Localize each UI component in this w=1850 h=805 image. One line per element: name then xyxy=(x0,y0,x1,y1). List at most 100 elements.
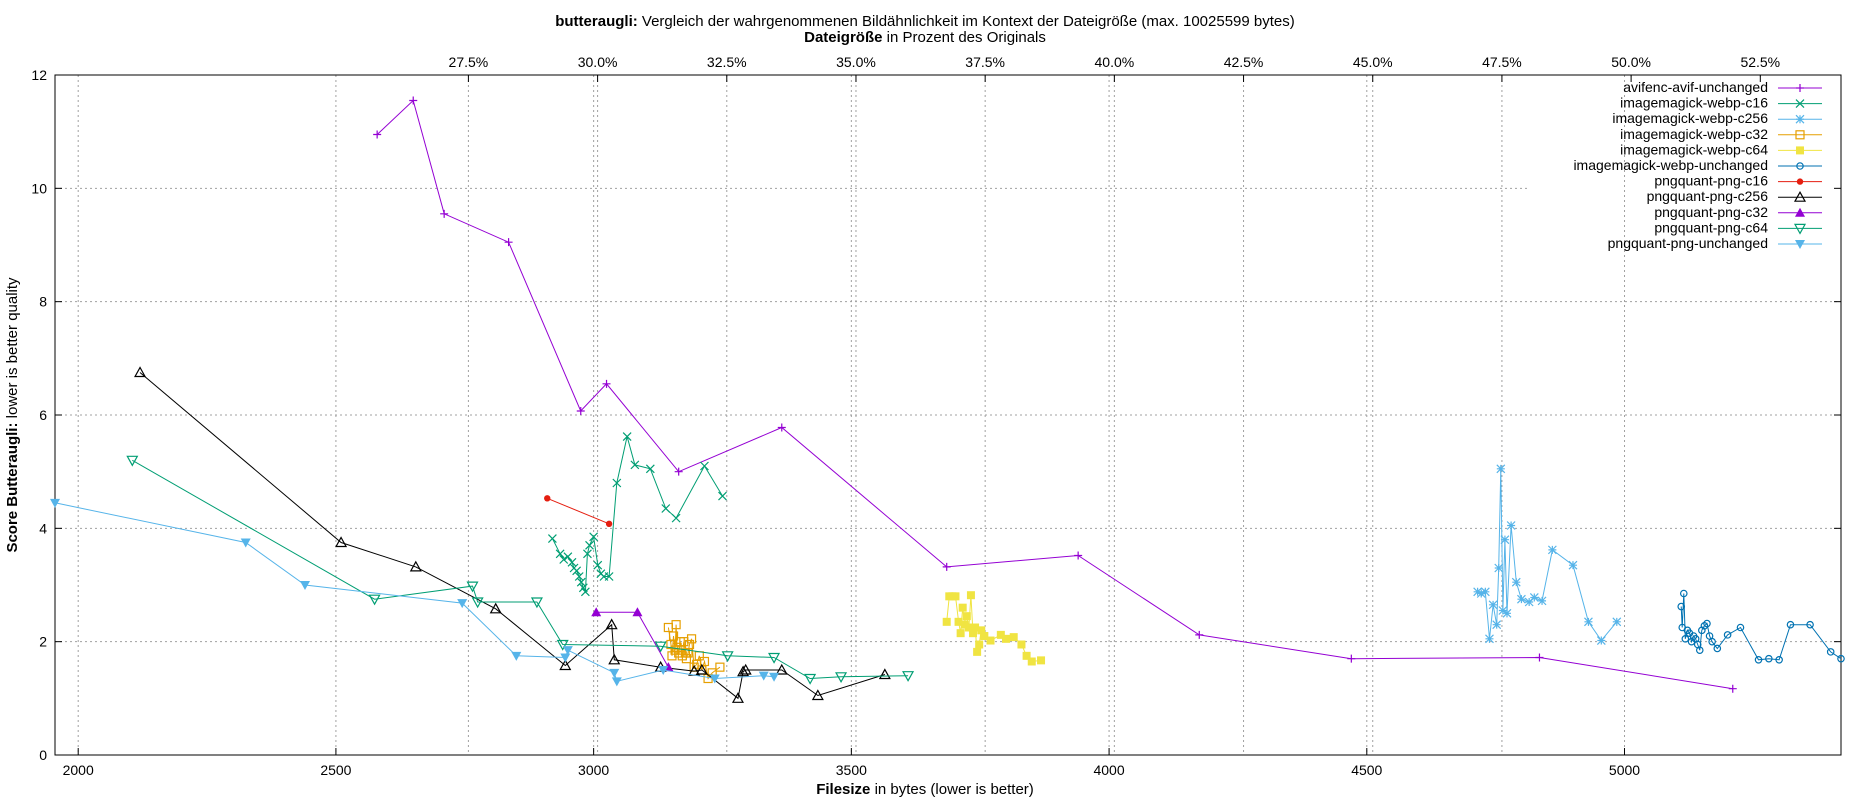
grid-lines xyxy=(55,75,1841,755)
data-point xyxy=(1195,630,1204,639)
legend-entry: imagemagick-webp-c16 xyxy=(1620,95,1822,111)
data-point xyxy=(368,594,381,606)
legend: avifenc-avif-unchangedimagemagick-webp-c… xyxy=(1573,79,1822,251)
x2-tick-label: 45.0% xyxy=(1353,54,1393,70)
series-imagemagick-webp-c64 xyxy=(942,591,1046,666)
data-point xyxy=(605,520,613,527)
x2-axis-label-rest: in Prozent des Originals xyxy=(882,29,1045,46)
data-point xyxy=(580,587,590,597)
data-point xyxy=(1795,114,1805,124)
data-point xyxy=(1492,620,1502,630)
data-point xyxy=(700,461,709,471)
data-point xyxy=(1796,146,1804,155)
data-point xyxy=(608,653,621,665)
data-point xyxy=(555,549,565,559)
series-imagemagick-webp-unchanged xyxy=(1677,589,1845,664)
data-point xyxy=(567,557,577,567)
data-point xyxy=(240,538,251,548)
data-point xyxy=(1612,617,1622,627)
x-tick-label: 3500 xyxy=(836,762,867,778)
data-point xyxy=(299,581,310,590)
legend-label: imagemagick-webp-c32 xyxy=(1620,126,1768,142)
y-axis-label-bold: Score Butteraugli: xyxy=(4,423,21,553)
data-point xyxy=(1723,631,1732,639)
data-point xyxy=(504,238,513,247)
data-point xyxy=(373,130,382,139)
data-point xyxy=(667,651,677,661)
data-point xyxy=(574,572,584,581)
data-point xyxy=(942,617,951,626)
chart-title: butteraugli: Vergleich der wahrgenommene… xyxy=(555,13,1295,30)
series-avifenc-avif-unchanged xyxy=(373,96,1737,693)
data-point xyxy=(1547,545,1557,555)
x2-tick-label: 47.5% xyxy=(1482,54,1522,70)
data-point xyxy=(604,572,614,581)
data-point xyxy=(559,555,569,564)
data-point xyxy=(958,603,967,612)
data-point xyxy=(563,552,573,562)
series-pngquant-png-c16 xyxy=(544,495,613,527)
series-pngquant-png-unchanged xyxy=(50,498,780,687)
data-point xyxy=(611,677,622,687)
data-point xyxy=(134,366,147,378)
data-point xyxy=(572,566,582,576)
data-point xyxy=(1001,634,1010,643)
legend-entry: avifenc-avif-unchanged xyxy=(1623,79,1822,95)
data-point xyxy=(1795,207,1805,217)
data-point xyxy=(986,636,995,645)
data-point xyxy=(739,663,752,675)
series-line xyxy=(54,502,775,682)
data-point xyxy=(1511,577,1521,587)
x2-tick-label: 40.0% xyxy=(1095,54,1135,70)
data-point xyxy=(942,562,951,571)
legend-entry: imagemagick-webp-c64 xyxy=(1620,141,1822,157)
data-point xyxy=(559,659,572,671)
data-point xyxy=(1500,535,1510,545)
x2-tick-label: 32.5% xyxy=(707,54,747,70)
data-point xyxy=(1517,594,1526,604)
legend-label: pngquant-png-unchanged xyxy=(1608,235,1768,251)
series-pngquant-png-c64 xyxy=(126,455,915,685)
data-point xyxy=(1713,644,1722,653)
x2-tick-label: 42.5% xyxy=(1224,54,1264,70)
data-point xyxy=(612,478,622,488)
data-point xyxy=(1806,620,1814,629)
data-point xyxy=(1476,589,1486,598)
data-point xyxy=(715,662,725,672)
x2-axis-label-bold: Dateigröße xyxy=(804,29,882,46)
series-imagemagick-webp-c16 xyxy=(547,432,727,597)
legend-label: pngquant-png-c32 xyxy=(1654,204,1768,220)
data-point xyxy=(1795,130,1805,140)
series-imagemagick-webp-c32 xyxy=(663,620,725,684)
data-point xyxy=(681,654,692,664)
data-point xyxy=(1027,657,1036,666)
data-point xyxy=(1775,655,1783,664)
y-tick-label: 2 xyxy=(39,634,47,650)
data-point xyxy=(1022,651,1031,660)
x2-axis-label: Dateigröße in Prozent des Originals xyxy=(804,29,1046,46)
data-point xyxy=(1596,636,1606,645)
axis-ticks: 0 2 4 6 8 10 12 2000 2500 3000 3500 4000 4500 5000 27.… xyxy=(31,54,1841,778)
data-point xyxy=(440,209,449,218)
data-point xyxy=(630,460,640,470)
data-point xyxy=(956,629,965,638)
legend-entry: imagemagick-webp-c32 xyxy=(1620,126,1822,142)
legend-label: imagemagick-webp-c64 xyxy=(1620,141,1768,157)
data-point xyxy=(902,671,915,682)
x-tick-label: 5000 xyxy=(1609,762,1640,778)
data-point xyxy=(758,671,769,681)
data-point xyxy=(671,513,681,523)
data-point xyxy=(335,536,348,548)
x2-tick-label: 35.0% xyxy=(836,54,876,70)
data-point xyxy=(1765,654,1773,663)
data-point xyxy=(1679,589,1688,598)
data-point xyxy=(686,634,697,644)
data-point xyxy=(699,656,710,667)
x2-tick-label: 30.0% xyxy=(578,54,618,70)
legend-entry: pngquant-png-c256 xyxy=(1647,188,1822,204)
data-point xyxy=(737,665,750,677)
x-tick-label: 4500 xyxy=(1351,762,1382,778)
x2-tick-label: 27.5% xyxy=(449,54,489,70)
data-point xyxy=(489,602,502,614)
data-point xyxy=(954,617,963,626)
